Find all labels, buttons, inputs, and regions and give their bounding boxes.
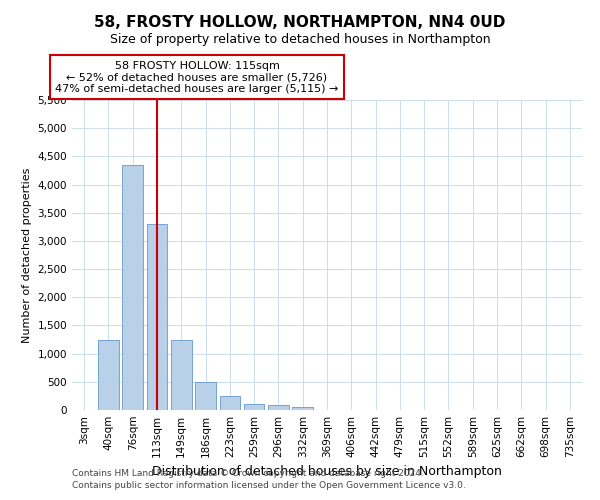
Text: Contains HM Land Registry data © Crown copyright and database right 2024.: Contains HM Land Registry data © Crown c… xyxy=(72,468,424,477)
Bar xyxy=(220,396,240,410)
Text: 58 FROSTY HOLLOW: 115sqm
← 52% of detached houses are smaller (5,726)
47% of sem: 58 FROSTY HOLLOW: 115sqm ← 52% of detach… xyxy=(55,60,338,94)
X-axis label: Distribution of detached houses by size in Northampton: Distribution of detached houses by size … xyxy=(152,466,502,478)
Y-axis label: Number of detached properties: Number of detached properties xyxy=(22,168,32,342)
Text: Contains public sector information licensed under the Open Government Licence v3: Contains public sector information licen… xyxy=(72,481,466,490)
Bar xyxy=(292,407,313,410)
Text: Size of property relative to detached houses in Northampton: Size of property relative to detached ho… xyxy=(110,32,490,46)
Bar xyxy=(244,404,265,410)
Bar xyxy=(146,224,167,410)
Bar xyxy=(171,340,191,410)
Bar xyxy=(195,382,216,410)
Text: 58, FROSTY HOLLOW, NORTHAMPTON, NN4 0UD: 58, FROSTY HOLLOW, NORTHAMPTON, NN4 0UD xyxy=(94,15,506,30)
Bar xyxy=(268,406,289,410)
Bar xyxy=(98,340,119,410)
Bar xyxy=(122,165,143,410)
